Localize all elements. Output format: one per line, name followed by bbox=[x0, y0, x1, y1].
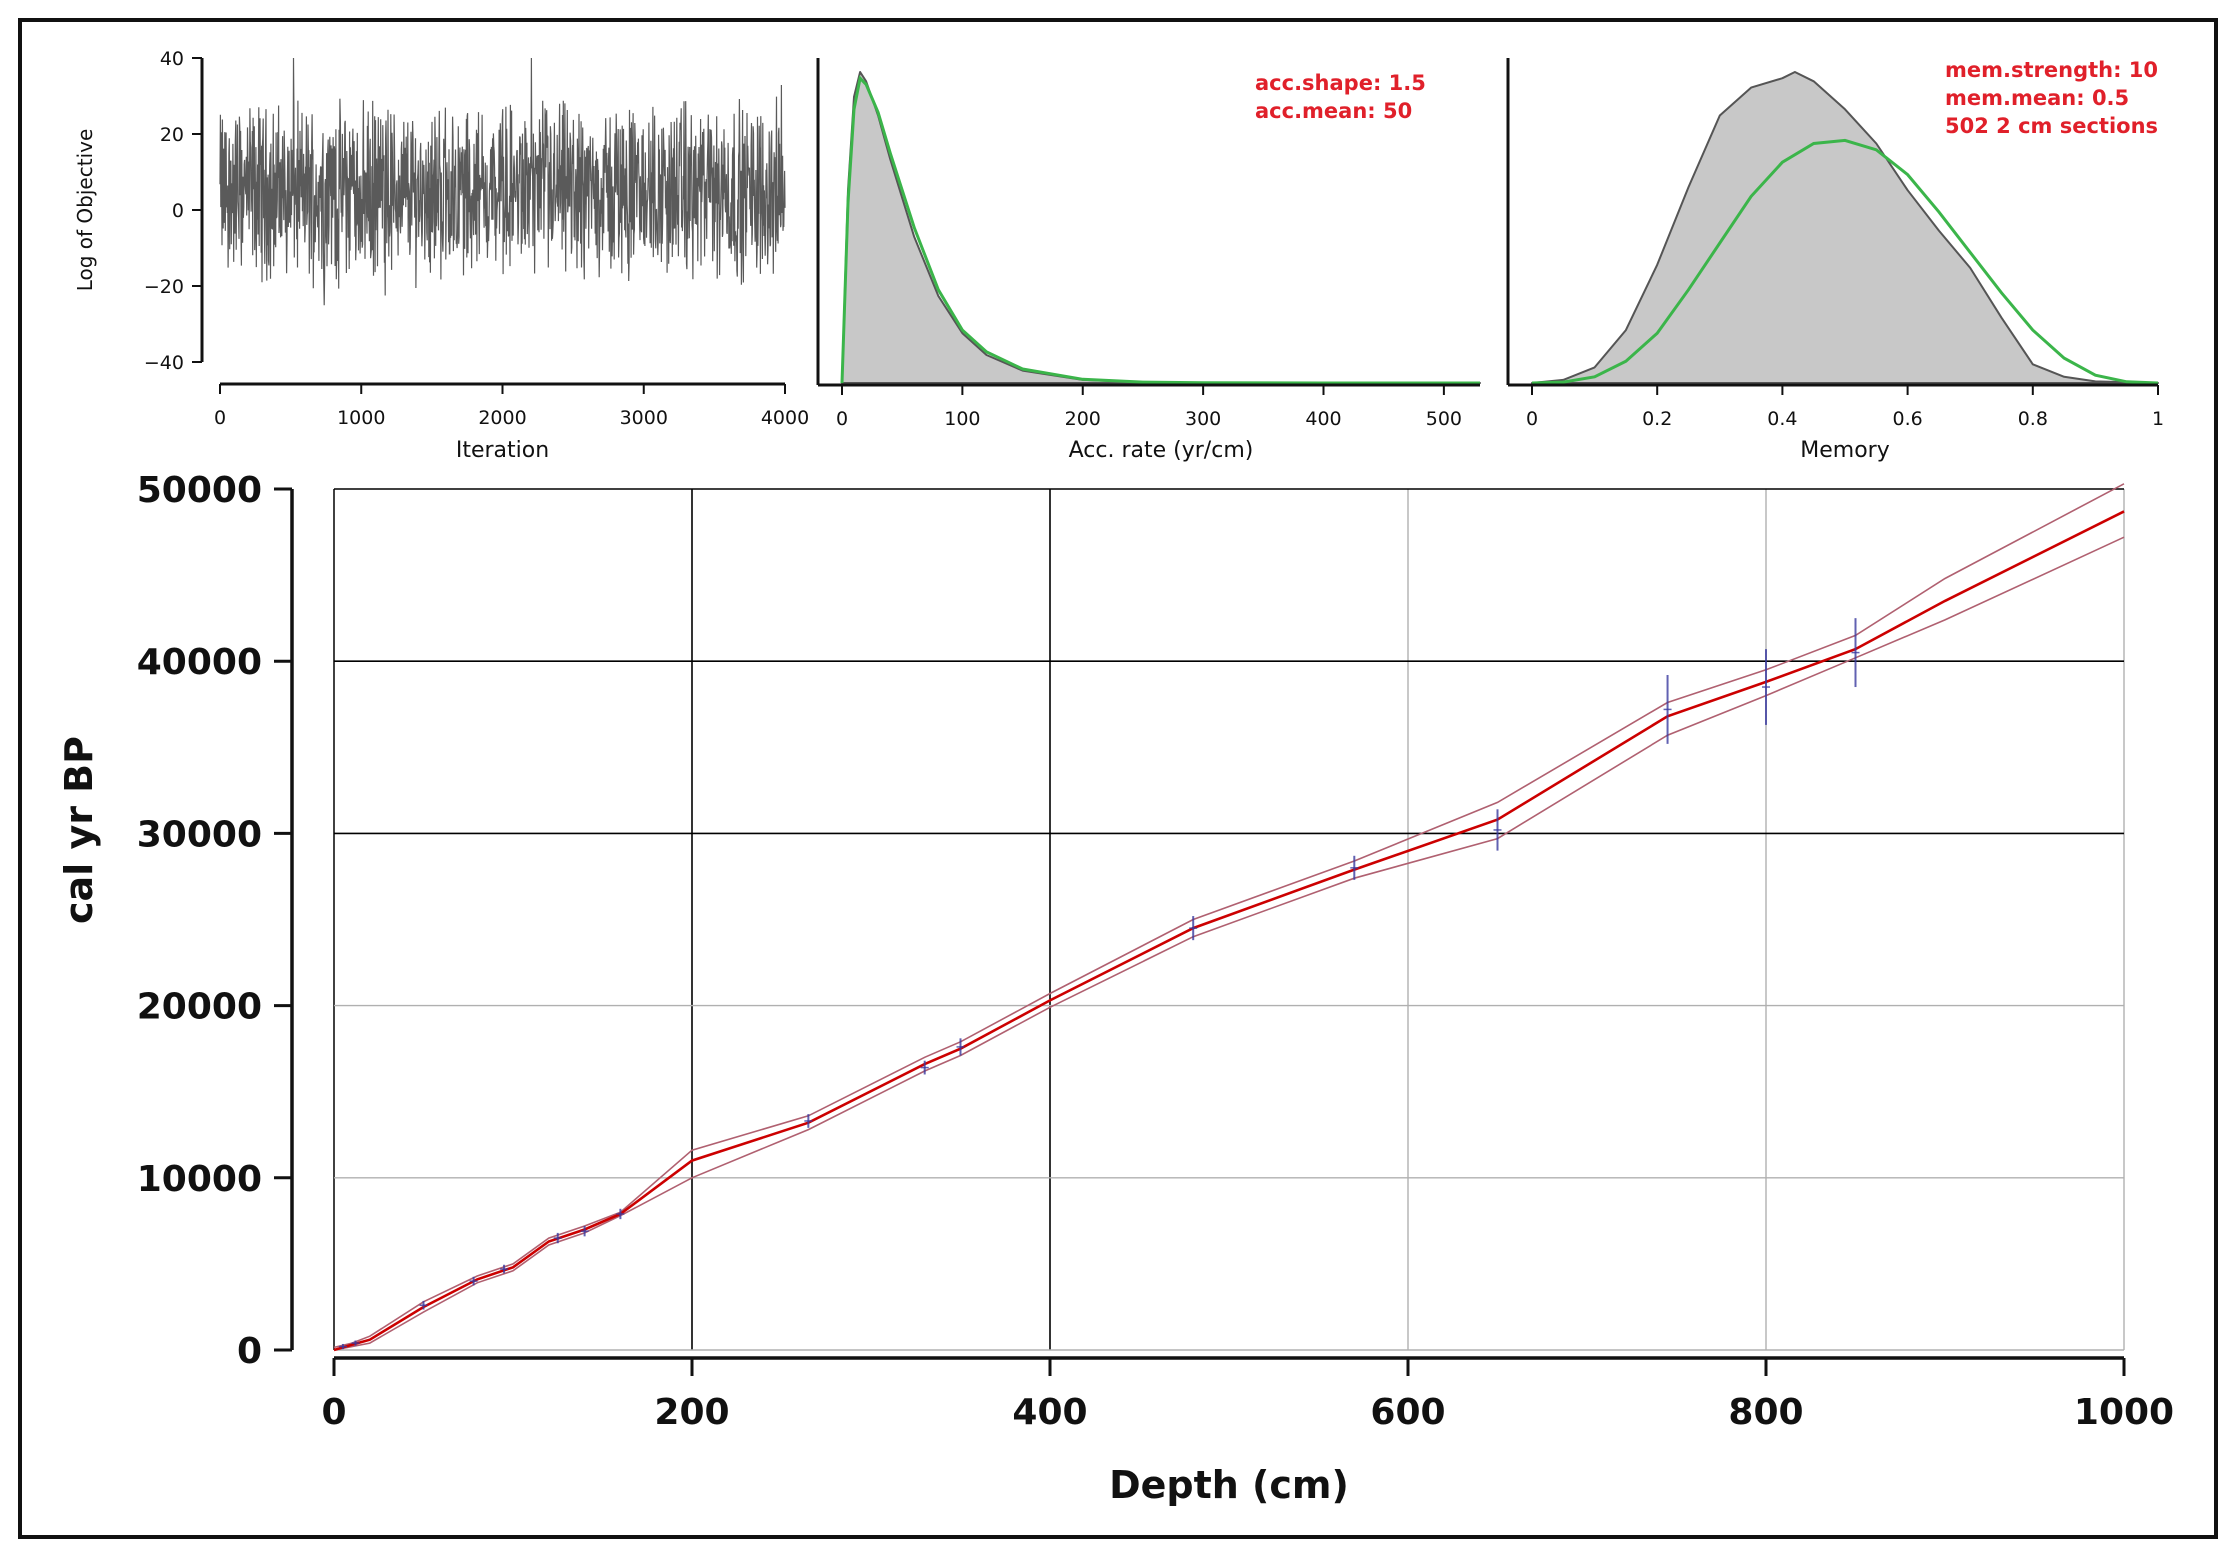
memory-annotation-0: mem.strength: 10 bbox=[1945, 58, 2158, 82]
acc-rate-x-tick-label: 100 bbox=[944, 408, 980, 430]
acc-rate-x-tick-label: 400 bbox=[1305, 408, 1341, 430]
figure-frame bbox=[18, 18, 2218, 1539]
trace-y-tick-label: 40 bbox=[160, 48, 184, 70]
trace-y-label: Log of Objective bbox=[73, 129, 97, 292]
main-y-tick-label: 10000 bbox=[137, 1159, 262, 1200]
trace-line bbox=[219, 57, 786, 306]
acc-rate-x-label: Acc. rate (yr/cm) bbox=[1069, 438, 1254, 463]
memory-posterior-area bbox=[1531, 71, 2159, 384]
trace-x-label: Iteration bbox=[456, 438, 549, 463]
trace-y-tick-label: −20 bbox=[144, 276, 184, 298]
trace-x-tick-label: 0 bbox=[214, 407, 226, 429]
memory-x-tick-label: 0.2 bbox=[1642, 408, 1672, 430]
main-x-tick-label: 1000 bbox=[2074, 1392, 2174, 1433]
acc-rate-x-tick-label: 200 bbox=[1065, 408, 1101, 430]
trace-y-tick-label: 20 bbox=[160, 124, 184, 146]
acc-rate-x-tick-label: 0 bbox=[836, 408, 848, 430]
main-y-tick-label: 20000 bbox=[137, 987, 262, 1028]
main-x-tick-label: 200 bbox=[654, 1392, 729, 1433]
trace-x-tick-label: 1000 bbox=[337, 407, 385, 429]
memory-x-tick-label: 0.6 bbox=[1892, 408, 1922, 430]
memory-annotation-1: mem.mean: 0.5 bbox=[1945, 86, 2129, 110]
main-y-label: cal yr BP bbox=[57, 736, 101, 924]
acc-rate-x-tick-label: 300 bbox=[1185, 408, 1221, 430]
memory-x-label: Memory bbox=[1800, 438, 1889, 463]
trace-x-tick-label: 4000 bbox=[761, 407, 809, 429]
main-x-tick-label: 400 bbox=[1012, 1392, 1087, 1433]
acc-rate-annotation-1: acc.mean: 50 bbox=[1255, 99, 1412, 123]
trace-y-tick-label: 0 bbox=[172, 200, 184, 222]
main-y-tick-label: 50000 bbox=[137, 470, 262, 511]
model-mean-line bbox=[333, 510, 2125, 1352]
memory-x-tick-label: 1 bbox=[2152, 408, 2164, 430]
main-y-tick-label: 0 bbox=[237, 1331, 262, 1372]
model-lower-range bbox=[333, 536, 2125, 1351]
acc-rate-x-tick-label: 500 bbox=[1426, 408, 1462, 430]
model-upper-range bbox=[333, 483, 2125, 1349]
trace-x-tick-label: 2000 bbox=[478, 407, 526, 429]
memory-x-tick-label: 0.8 bbox=[2018, 408, 2048, 430]
memory-annotation-2: 502 2 cm sections bbox=[1945, 114, 2158, 138]
main-x-label: Depth (cm) bbox=[1109, 1463, 1349, 1507]
memory-x-tick-label: 0 bbox=[1526, 408, 1538, 430]
memory-prior-line bbox=[1531, 138, 2159, 385]
main-x-tick-label: 600 bbox=[1370, 1392, 1445, 1433]
acc-rate-annotation-0: acc.shape: 1.5 bbox=[1255, 71, 1426, 95]
main-x-tick-label: 800 bbox=[1728, 1392, 1803, 1433]
trace-x-tick-label: 3000 bbox=[620, 407, 668, 429]
memory-x-tick-label: 0.4 bbox=[1767, 408, 1797, 430]
main-y-tick-label: 40000 bbox=[137, 642, 262, 683]
main-x-tick-label: 0 bbox=[321, 1392, 346, 1433]
main-y-tick-label: 30000 bbox=[137, 814, 262, 855]
acc-rate-prior-line bbox=[840, 75, 1480, 385]
trace-y-tick-label: −40 bbox=[144, 352, 184, 374]
